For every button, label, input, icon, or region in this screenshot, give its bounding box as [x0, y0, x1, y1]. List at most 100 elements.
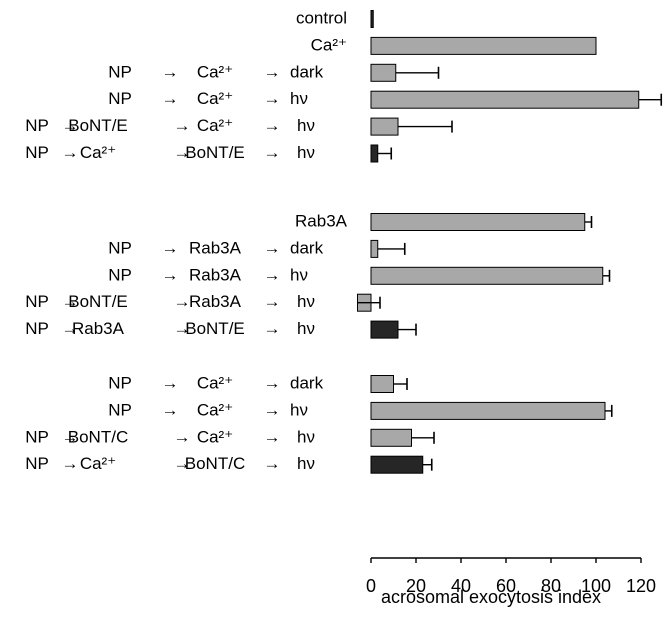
bar-row: Rab3A: [295, 211, 593, 231]
bar: [370, 428, 412, 447]
x-tick-label: 80: [541, 576, 561, 596]
bar: [370, 455, 424, 474]
row-label-part: NP: [108, 400, 132, 419]
arrow-glyph: →: [264, 62, 281, 81]
bar-row: control: [296, 8, 374, 28]
bar-row: NP Ca²⁺ BoNT/C hν → → →: [25, 454, 433, 474]
arrow-glyph: →: [264, 116, 281, 135]
row-label-part: BoNT/E: [185, 319, 245, 338]
row-label-part: Rab3A: [189, 238, 242, 257]
bar-row: NP Ca²⁺ dark → →: [108, 62, 440, 82]
x-axis-label: acrosomal exocytosis index: [381, 587, 601, 607]
arrow-glyph: →: [264, 454, 281, 473]
row-label-part: NP: [108, 373, 132, 392]
arrow-glyph: →: [264, 89, 281, 108]
row-label-part: NP: [108, 238, 132, 257]
row-label: control: [296, 8, 347, 27]
bar: [370, 266, 604, 285]
row-label-part: NP: [25, 143, 49, 162]
arrow-glyph: →: [174, 454, 191, 473]
arrow-glyph: →: [174, 116, 191, 135]
arrow-glyph: →: [62, 292, 79, 311]
bar-group-2: Rab3A NP Rab3A dark → → NP Rab3A hν → → NP BoNT/E Rab…: [25, 211, 611, 339]
x-tick-label: 40: [451, 576, 471, 596]
row-label-part: hν: [297, 454, 315, 473]
bar-row: NP Rab3A hν → →: [108, 265, 611, 285]
row-label-part: Rab3A: [189, 265, 242, 284]
x-axis: 0 20 40 60 80 100 120 acrosomal exocytosis inde…: [366, 557, 656, 607]
row-label-part: BoNT/E: [68, 292, 128, 311]
row-label-part: Ca²⁺: [197, 373, 233, 392]
arrow-glyph: →: [264, 427, 281, 446]
bar-row: NP Ca²⁺ BoNT/E hν → → →: [25, 143, 393, 163]
row-label-part: Ca²⁺: [197, 427, 233, 446]
row-label-part: NP: [25, 116, 49, 135]
row-label-part: dark: [290, 373, 324, 392]
bar: [370, 375, 394, 393]
bar: [370, 213, 586, 231]
bar: [370, 36, 597, 55]
row-label-part: NP: [25, 427, 49, 446]
bar-group-1: control Ca²⁺ NP Ca²⁺ dark → → NP Ca²⁺ hν → → NP BoNT/…: [25, 8, 663, 163]
row-label-part: BoNT/E: [185, 143, 245, 162]
arrow-glyph: →: [174, 292, 191, 311]
row-label-part: Ca²⁺: [197, 116, 233, 135]
x-tick-label: 60: [496, 576, 516, 596]
row-label-part: Ca²⁺: [80, 454, 116, 473]
bar: [370, 144, 379, 163]
bar-row: NP Rab3A BoNT/E hν → → →: [25, 319, 417, 339]
row-label-part: hν: [297, 116, 315, 135]
arrow-glyph: →: [264, 265, 281, 284]
x-tick-label: 120: [626, 576, 656, 596]
bar: [370, 320, 399, 339]
row-label-part: hν: [297, 427, 315, 446]
arrow-glyph: →: [162, 400, 179, 419]
row-label-part: NP: [25, 319, 49, 338]
bar: [370, 10, 374, 28]
arrow-glyph: →: [62, 116, 79, 135]
row-label: Rab3A: [295, 211, 348, 230]
row-label-part: dark: [290, 62, 324, 81]
bar: [370, 90, 640, 109]
arrow-glyph: →: [264, 143, 281, 162]
arrow-glyph: →: [162, 265, 179, 284]
row-label-part: hν: [297, 292, 315, 311]
bar-row: Ca²⁺: [311, 35, 597, 55]
row-label-part: hν: [290, 265, 308, 284]
x-tick-label: 20: [406, 576, 426, 596]
row-label-part: hν: [290, 89, 308, 108]
row-label-part: BoNT/E: [68, 116, 128, 135]
row-label-part: NP: [25, 292, 49, 311]
bar-row: NP BoNT/E Ca²⁺ hν → → →: [25, 116, 453, 136]
row-label-part: hν: [297, 319, 315, 338]
row-label-part: BoNT/C: [185, 454, 245, 473]
arrow-glyph: →: [174, 427, 191, 446]
arrow-glyph: →: [62, 143, 79, 162]
bar: [370, 117, 399, 136]
row-label-part: Ca²⁺: [197, 62, 233, 81]
bar-row: NP Ca²⁺ hν → →: [108, 400, 613, 420]
bar-group-3: NP Ca²⁺ dark→ →NP Ca²⁺ hν→ →NP BoNT/C Ca²⁺ hν→ → →N…: [25, 373, 613, 474]
arrow-glyph: →: [174, 143, 191, 162]
arrow-glyph: →: [264, 373, 281, 392]
arrow-glyph: →: [162, 89, 179, 108]
arrow-glyph: →: [162, 62, 179, 81]
x-tick-label: 0: [366, 576, 376, 596]
arrow-glyph: →: [62, 427, 79, 446]
bar: [370, 401, 606, 420]
row-label-part: NP: [108, 62, 132, 81]
row-label-part: dark: [290, 238, 324, 257]
row-label: Ca²⁺: [311, 35, 347, 54]
arrow-glyph: →: [162, 373, 179, 392]
row-label-part: NP: [108, 89, 132, 108]
arrow-glyph: →: [174, 319, 191, 338]
bar: [370, 239, 379, 258]
row-label-part: Rab3A: [72, 319, 125, 338]
row-label-part: NP: [25, 454, 49, 473]
row-label-part: BoNT/C: [68, 427, 128, 446]
arrow-glyph: →: [162, 238, 179, 257]
bar-row: NP BoNT/E Rab3A hν → → →: [25, 292, 381, 312]
bar-row: NP Ca²⁺ hν → →: [108, 89, 663, 109]
